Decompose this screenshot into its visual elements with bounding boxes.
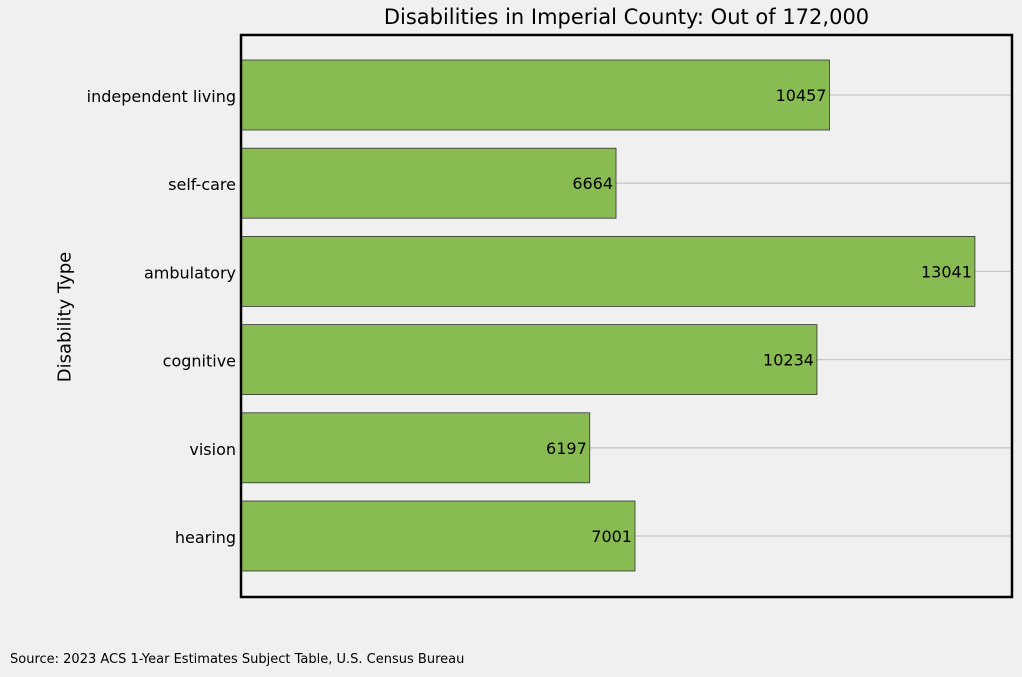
bar [240,412,591,484]
data-label: 6664 [572,174,613,193]
plot-frame [239,33,1014,599]
bar [240,500,636,572]
y-tick-label: independent living [87,87,236,106]
bar [240,324,818,396]
bar [240,59,830,131]
data-label: 7001 [591,527,632,546]
source-note: Source: 2023 ACS 1-Year Estimates Subjec… [10,652,465,667]
y-tick-label: vision [189,440,236,459]
data-label: 10457 [776,86,827,105]
chart-title: Disabilities in Imperial County: Out of … [383,5,870,29]
data-label: 6197 [546,439,587,458]
y-tick-label: ambulatory [144,263,236,282]
y-tick-label: hearing [175,528,236,547]
bar [240,235,976,307]
y-tick-label: self-care [168,175,236,194]
y-tick-label: cognitive [163,352,236,371]
data-label: 13041 [921,262,972,281]
bar [240,147,617,219]
data-label: 10234 [763,351,814,370]
